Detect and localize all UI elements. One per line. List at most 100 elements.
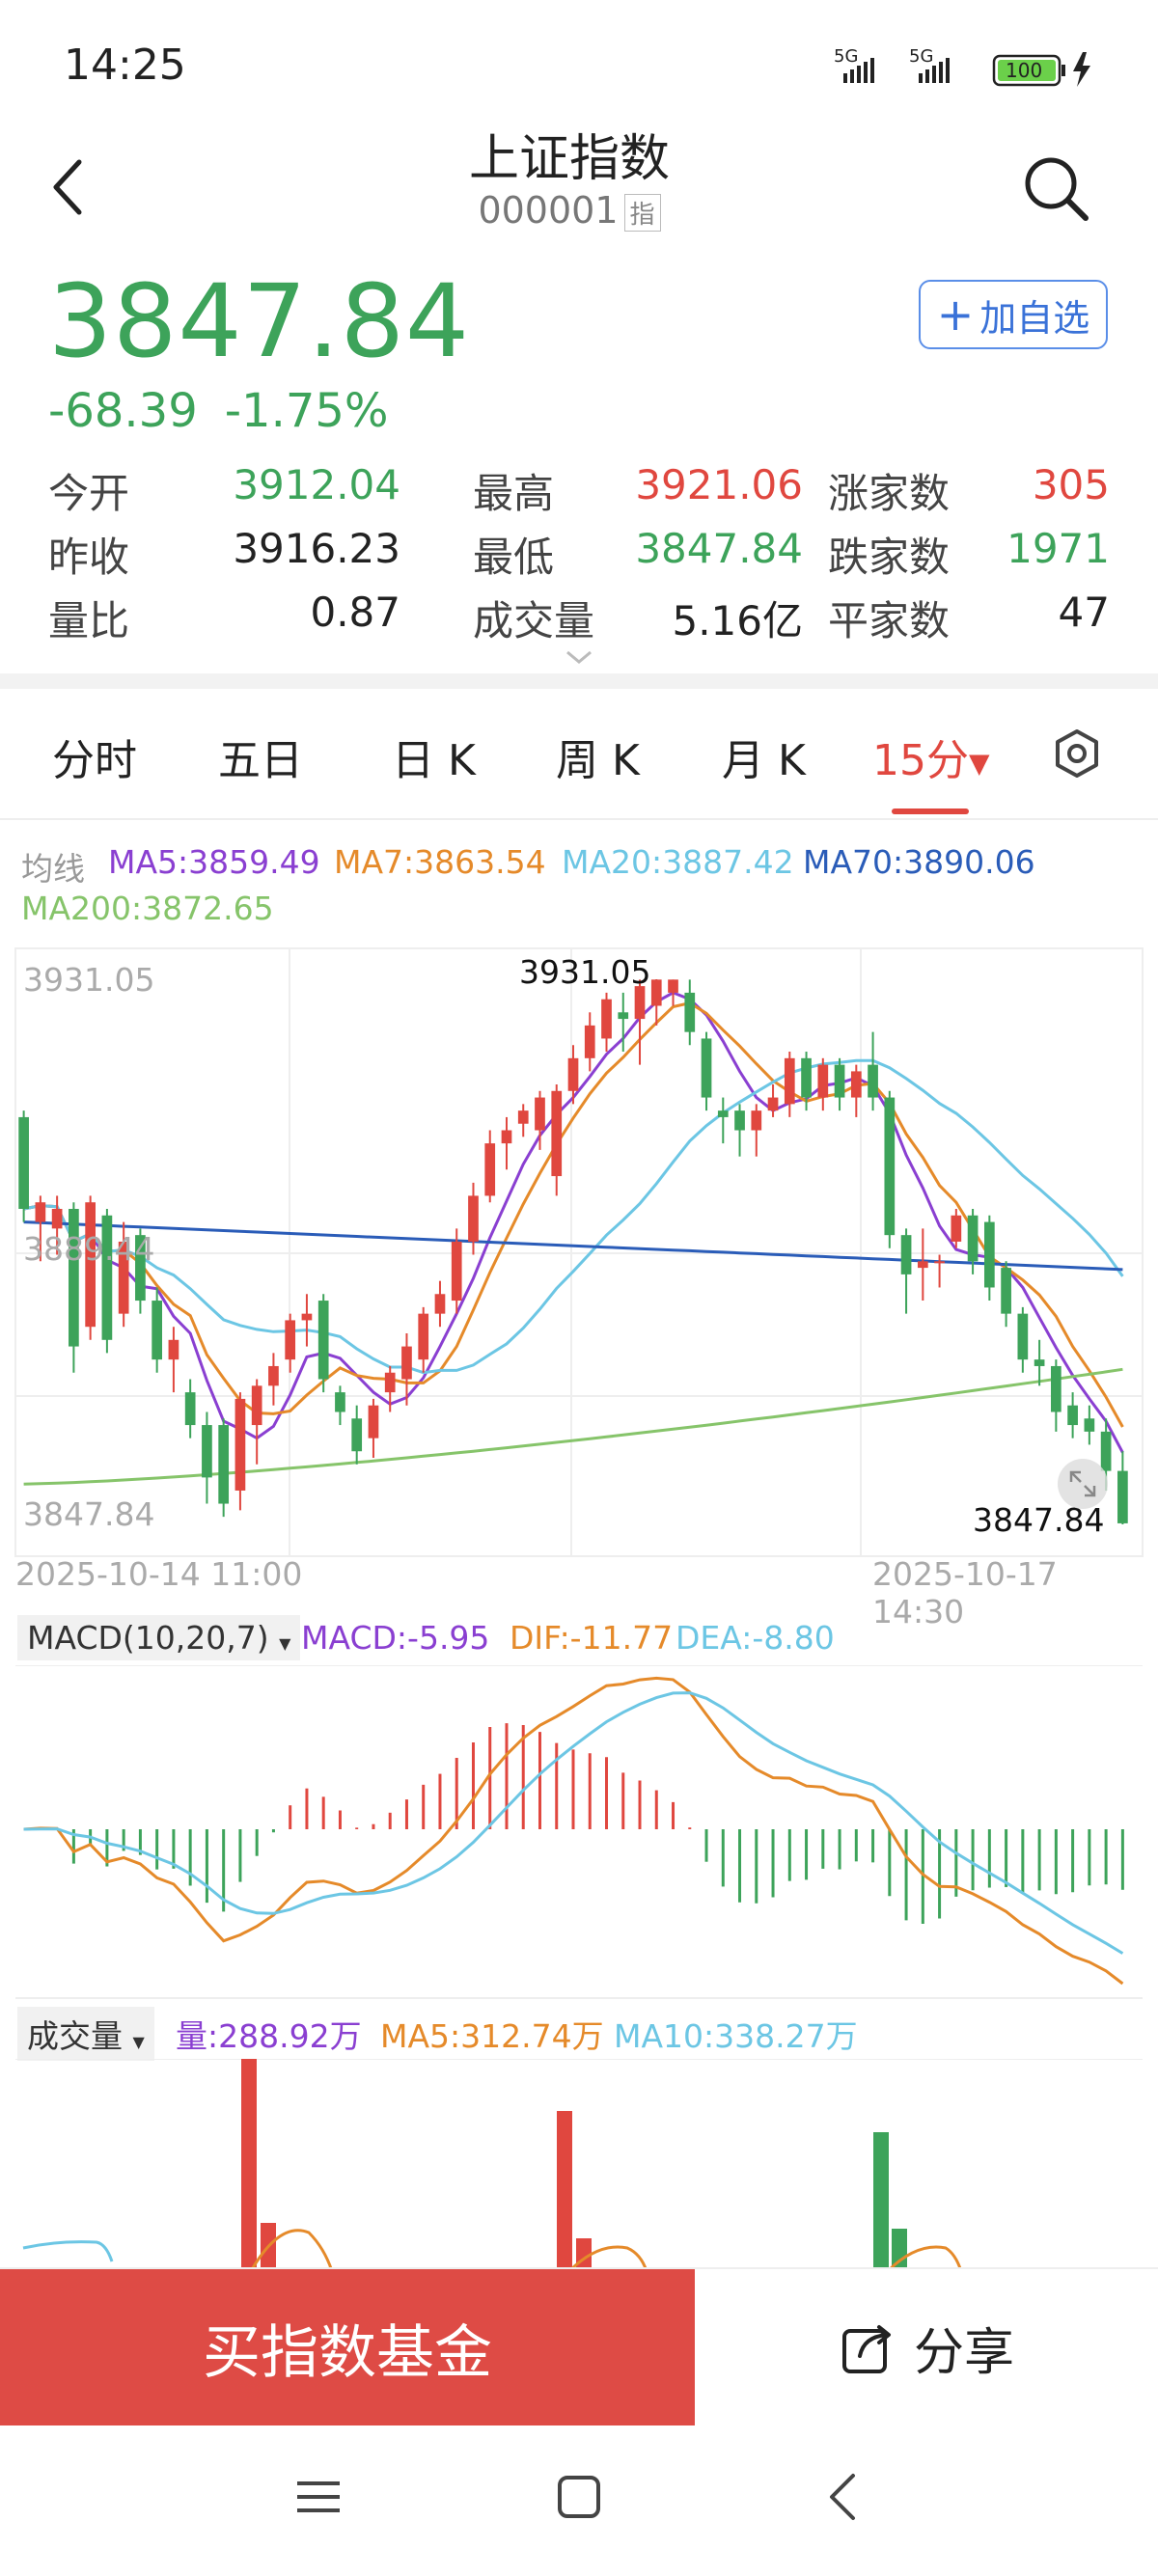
fullscreen-icon[interactable] xyxy=(1058,1459,1108,1509)
candle-body xyxy=(535,1097,545,1131)
candle-body xyxy=(934,1261,945,1264)
stat-value: 5.16亿 xyxy=(672,597,803,644)
back-nav-icon[interactable] xyxy=(820,2470,868,2524)
volume-value: 量:288.92万 xyxy=(176,2017,362,2055)
candle-body xyxy=(1001,1268,1011,1314)
stat-value: 305 xyxy=(1032,461,1110,508)
change-percent: -1.75% xyxy=(224,384,389,438)
index-tag: 指 xyxy=(623,194,661,232)
y-axis-top-label: 3931.05 xyxy=(23,961,155,999)
candle-body xyxy=(1051,1365,1062,1412)
candle-body xyxy=(85,1202,96,1328)
add-watchlist-button[interactable]: + 加自选 xyxy=(919,280,1108,349)
candle-body xyxy=(551,1090,563,1177)
candle-body xyxy=(351,1418,363,1452)
candle-body xyxy=(951,1215,962,1242)
home-nav-icon[interactable] xyxy=(552,2470,606,2524)
bottom-bar-divider xyxy=(0,2267,1158,2269)
candle-body xyxy=(884,1097,896,1236)
stat-label: 今开 xyxy=(48,470,130,517)
volume-ma10: MA10:338.27万 xyxy=(614,2017,858,2055)
volume-selector[interactable]: 成交量 ▼ xyxy=(17,2007,154,2061)
price-change: -68.39 -1.75% xyxy=(48,384,416,438)
x-axis-start-label: 2025-10-14 11:00 xyxy=(15,1555,303,1593)
tab-15min-label: 15分 xyxy=(872,736,969,785)
dropdown-icon: ▼ xyxy=(279,1634,291,1653)
candle-body xyxy=(868,1064,878,1098)
volume-ma5: MA5:312.74万 xyxy=(380,2017,604,2055)
ma20-line xyxy=(23,1058,1124,1375)
tab-15min[interactable]: 15分▼ xyxy=(872,726,990,787)
stat-label: 成交量 xyxy=(473,597,595,644)
x-axis-end-label: 2025-10-17 14:30 xyxy=(872,1555,1058,1631)
candle-body xyxy=(285,1320,296,1360)
candle-body xyxy=(468,1195,479,1242)
status-time: 14:25 xyxy=(64,41,186,90)
dea-value: DEA:-8.80 xyxy=(676,1619,835,1657)
svg-text:5G: 5G xyxy=(834,46,858,67)
candle-body xyxy=(900,1235,912,1274)
ma7-value: MA7:3863.54 xyxy=(334,843,546,881)
tab-five-day[interactable]: 五日 xyxy=(218,736,303,785)
candle-body xyxy=(601,999,612,1039)
search-icon[interactable] xyxy=(1018,151,1095,228)
candle-body xyxy=(668,979,678,993)
candle-body xyxy=(1100,1431,1112,1471)
candle-body xyxy=(101,1215,113,1340)
macd-value: MACD:-5.95 xyxy=(301,1619,490,1657)
index-code-number: 000001 xyxy=(478,189,619,232)
candle-body xyxy=(734,1110,745,1131)
y-axis-bottom-label: 3847.84 xyxy=(23,1495,155,1533)
candle-body xyxy=(717,1110,729,1117)
stat-label: 跌家数 xyxy=(828,534,951,581)
tab-monthly-k[interactable]: 月 K xyxy=(722,736,806,785)
share-button[interactable]: 分享 xyxy=(695,2269,1158,2425)
dropdown-icon: ▼ xyxy=(132,2033,145,2051)
stat-value: 3921.06 xyxy=(635,461,803,508)
buy-index-fund-button[interactable]: 买指数基金 xyxy=(0,2269,695,2425)
candlestick-chart[interactable] xyxy=(0,941,1158,1558)
y-axis-mid-label: 3889.44 xyxy=(23,1230,155,1268)
candle-body xyxy=(118,1241,129,1314)
candle-body xyxy=(850,1071,862,1098)
candle-body xyxy=(152,1301,163,1360)
candle-body xyxy=(501,1130,512,1144)
ma-legend-label[interactable]: 均线 xyxy=(21,850,85,888)
tab-bar-divider xyxy=(0,818,1158,820)
candle-body xyxy=(168,1339,179,1360)
stat-value: 1971 xyxy=(1006,525,1110,572)
candle-body xyxy=(1017,1313,1029,1360)
candle-body xyxy=(484,1143,496,1196)
candle-body xyxy=(618,1012,629,1020)
menu-nav-icon[interactable] xyxy=(290,2470,347,2524)
expand-stats-icon[interactable] xyxy=(562,646,596,668)
candle-body xyxy=(784,1057,795,1105)
candle-body xyxy=(184,1392,196,1426)
candle-body xyxy=(234,1398,246,1491)
volume-bar xyxy=(873,2132,889,2271)
tab-daily-k[interactable]: 日 K xyxy=(392,736,476,785)
candle-body xyxy=(301,1313,313,1321)
back-icon[interactable] xyxy=(44,154,93,222)
high-marker-label: 3931.05 xyxy=(519,953,651,991)
candle-body xyxy=(584,1025,595,1058)
tab-weekly-k[interactable]: 周 K xyxy=(556,736,640,785)
tab-intraday[interactable]: 分时 xyxy=(52,736,137,785)
stat-label: 平家数 xyxy=(828,597,951,644)
stat-label: 量比 xyxy=(48,597,130,644)
volume-bar xyxy=(892,2229,907,2271)
candle-body xyxy=(701,1038,712,1098)
stats-row-3: 量比 0.87 成交量 5.16亿 平家数 47 xyxy=(48,589,1110,646)
candle-body xyxy=(751,1110,762,1131)
chart-settings-icon[interactable] xyxy=(1050,726,1104,783)
stats-row-2: 昨收 3916.23 最低 3847.84 跌家数 1971 xyxy=(48,525,1110,583)
candle-body xyxy=(18,1116,29,1209)
stat-value: 3916.23 xyxy=(233,525,400,572)
candle-body xyxy=(917,1261,928,1269)
candle-body xyxy=(567,1057,579,1091)
stat-value: 3847.84 xyxy=(635,525,803,572)
ma200-value: MA200:3872.65 xyxy=(21,890,274,927)
stat-value: 0.87 xyxy=(310,589,400,636)
candle-body xyxy=(1034,1359,1045,1366)
macd-selector[interactable]: MACD(10,20,7) ▼ xyxy=(17,1615,301,1660)
